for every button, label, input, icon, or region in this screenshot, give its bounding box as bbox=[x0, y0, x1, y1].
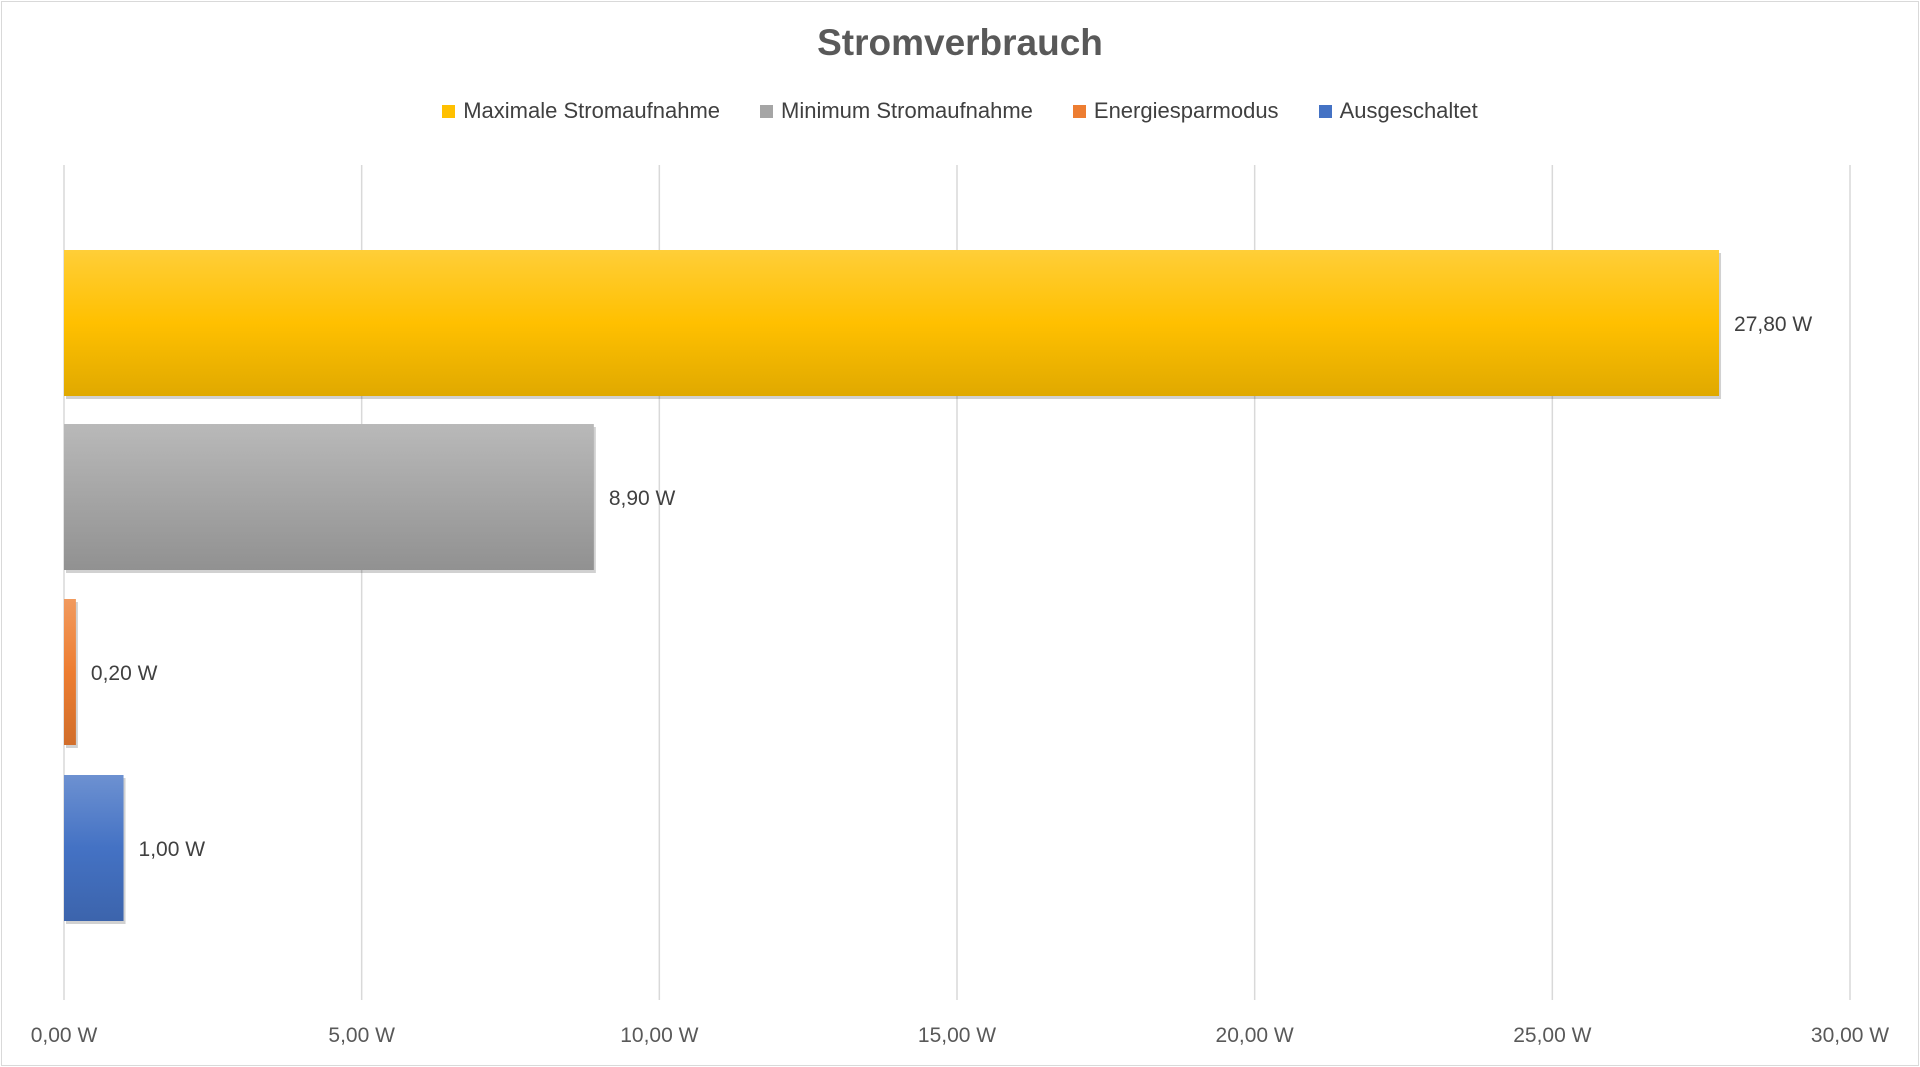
legend-label-max: Maximale Stromaufnahme bbox=[463, 98, 721, 123]
x-tick-label-4: 20,00 W bbox=[1216, 1024, 1294, 1047]
legend-swatch-min bbox=[760, 104, 774, 118]
legend-item-min: Minimum Stromaufnahme bbox=[760, 98, 1033, 124]
legend-label-eco: Energiesparmodus bbox=[1093, 98, 1279, 123]
data-label-min: 8,90 W bbox=[609, 487, 676, 510]
bar-off bbox=[64, 775, 124, 921]
chart-legend: Maximale Stromaufnahme Minimum Stromaufn… bbox=[0, 98, 1920, 124]
bar-eco bbox=[64, 599, 76, 745]
x-tick-label-5: 25,00 W bbox=[1513, 1024, 1591, 1047]
legend-item-max: Maximale Stromaufnahme bbox=[442, 98, 720, 124]
data-label-off: 1,00 W bbox=[139, 838, 206, 861]
legend-swatch-eco bbox=[1072, 104, 1086, 118]
x-tick-label-2: 10,00 W bbox=[620, 1024, 698, 1047]
bar-max bbox=[64, 250, 1720, 396]
x-tick-label-1: 5,00 W bbox=[328, 1024, 395, 1047]
x-tick-label-6: 30,00 W bbox=[1811, 1024, 1889, 1047]
bar-min bbox=[64, 424, 594, 570]
chart-title: Stromverbrauch bbox=[817, 22, 1103, 63]
data-label-eco: 0,20 W bbox=[91, 662, 158, 685]
x-tick-label-3: 15,00 W bbox=[918, 1024, 996, 1047]
legend-item-off: Ausgeschaltet bbox=[1318, 98, 1478, 124]
legend-swatch-off bbox=[1318, 104, 1332, 118]
legend-item-eco: Energiesparmodus bbox=[1072, 98, 1279, 124]
x-tick-label-0: 0,00 W bbox=[31, 1024, 98, 1047]
data-label-max: 27,80 W bbox=[1734, 313, 1812, 336]
legend-label-min: Minimum Stromaufnahme bbox=[781, 98, 1033, 123]
legend-label-off: Ausgeschaltet bbox=[1339, 98, 1478, 123]
legend-swatch-max bbox=[442, 104, 456, 118]
